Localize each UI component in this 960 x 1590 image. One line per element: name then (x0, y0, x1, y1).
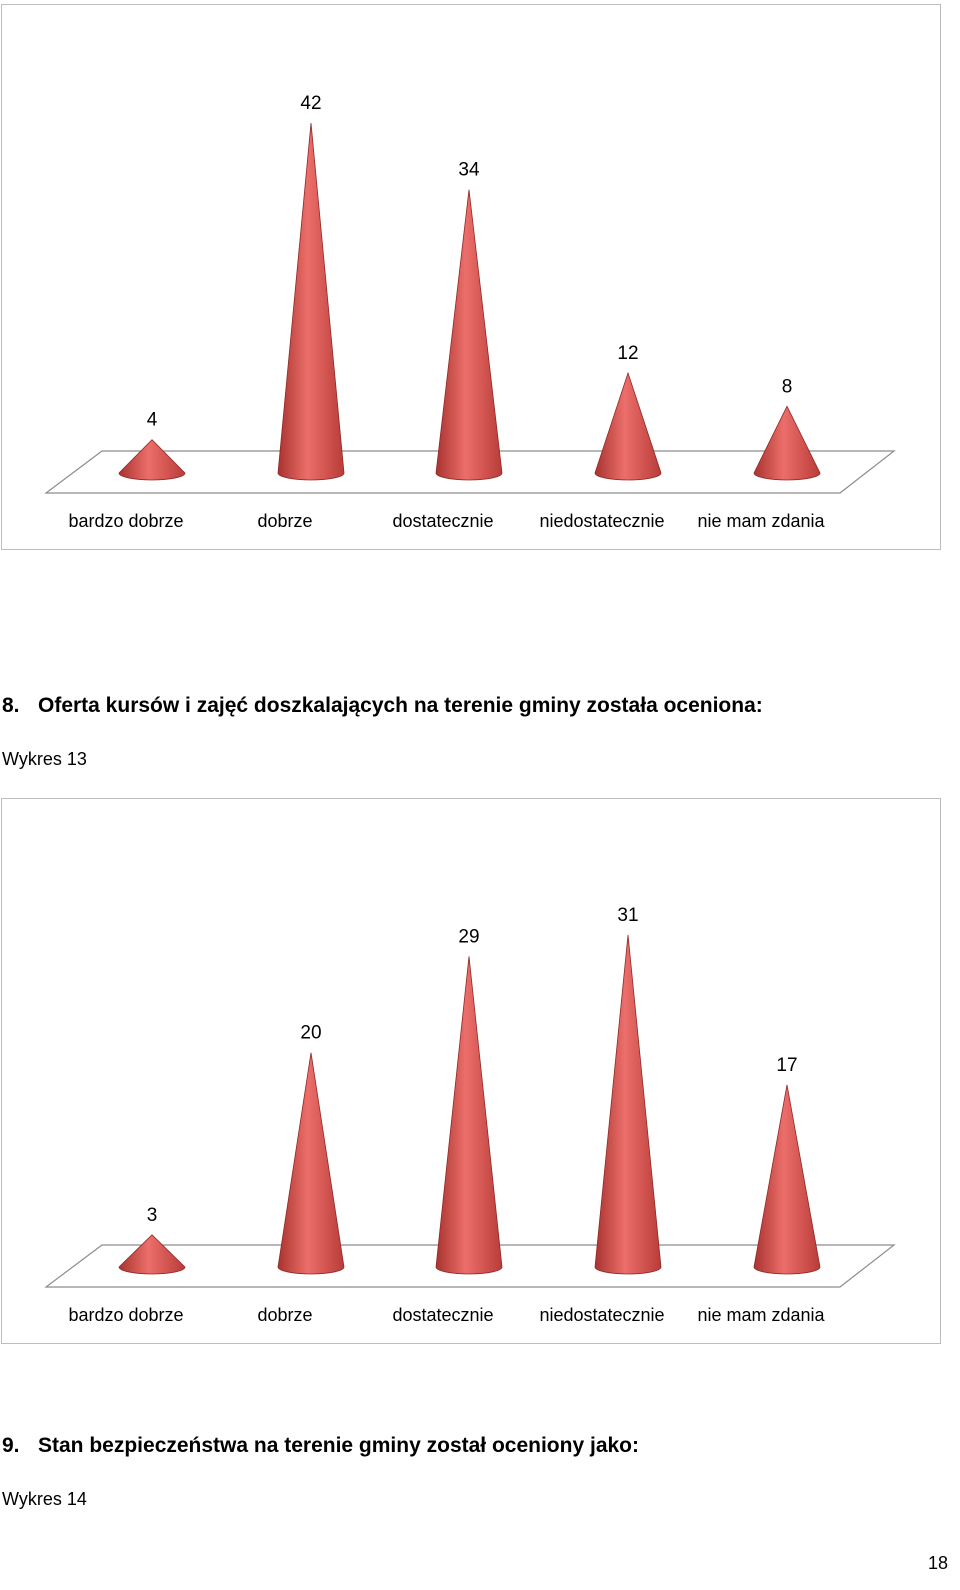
cone-bar (277, 1052, 345, 1275)
cone-bar (753, 1084, 821, 1275)
section-number: 9. (2, 1434, 20, 1457)
chart-caption: Wykres 13 (2, 749, 87, 769)
chart-caption: Wykres 14 (2, 1489, 87, 1509)
category-label: niedostatecznie (539, 1305, 664, 1325)
category-label: dobrze (257, 1305, 312, 1325)
data-label: 20 (300, 1023, 321, 1044)
cone-chart-1: 4 bardzo dobrze 42 dobrze 34 dostatecznie 12 ni… (44, 93, 896, 531)
section-heading-9: 9. Stan bezpieczeństwa na terenie gminy z… (2, 1434, 639, 1458)
cone-bar (277, 122, 345, 481)
category-label: bardzo dobrze (68, 1305, 183, 1325)
data-label: 29 (458, 926, 479, 947)
cone-bar (594, 371, 662, 481)
section-number: 8. (2, 694, 20, 717)
category-label: dostatecznie (392, 511, 493, 531)
cone-bar (753, 405, 821, 481)
cone-bar (435, 956, 503, 1275)
category-label: dobrze (257, 511, 312, 531)
data-label: 31 (617, 905, 638, 926)
category-label: dostatecznie (392, 1305, 493, 1325)
data-label: 8 (782, 376, 793, 397)
data-label: 4 (147, 410, 158, 431)
data-label: 12 (617, 343, 638, 364)
section-title: Oferta kursów i zajęć doszkalających na … (38, 694, 763, 717)
chart-wykres-12: 4 bardzo dobrze 42 dobrze 34 dostatecznie 12 ni… (1, 4, 941, 550)
chart-wykres-13: 3 bardzo dobrze 20 dobrze 29 dostatecznie 31 ni… (1, 798, 941, 1344)
section-title: Stan bezpieczeństwa na terenie gminy zos… (38, 1434, 639, 1457)
cone-bar (118, 1234, 186, 1275)
cone-bar (118, 439, 186, 481)
category-label: nie mam zdania (697, 511, 825, 531)
cone-chart-2: 3 bardzo dobrze 20 dobrze 29 dostatecznie 31 ni… (44, 905, 896, 1325)
data-label: 42 (300, 93, 321, 114)
data-label: 17 (776, 1055, 797, 1076)
data-label: 3 (147, 1205, 158, 1226)
section-heading-8: 8. Oferta kursów i zajęć doszkalających n… (2, 694, 763, 718)
category-label: niedostatecznie (539, 511, 664, 531)
category-label: nie mam zdania (697, 1305, 825, 1325)
data-label: 34 (458, 160, 480, 181)
cone-bar (594, 934, 662, 1275)
category-label: bardzo dobrze (68, 511, 183, 531)
page-number: 18 (927, 1553, 948, 1573)
cone-bar (435, 189, 503, 481)
